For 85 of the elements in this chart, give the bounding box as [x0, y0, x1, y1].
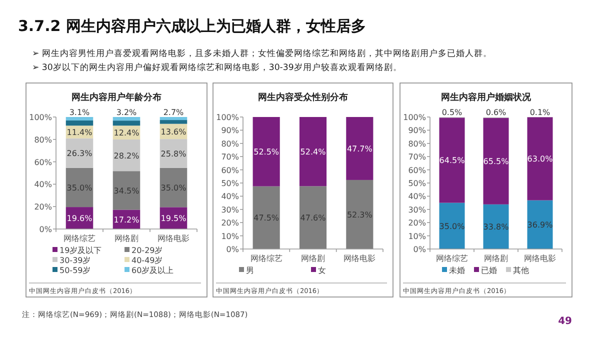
y-tick-label: 20% [408, 218, 426, 228]
y-tick-label: 10% [408, 232, 426, 241]
x-tick-label: 网络综艺 [250, 254, 282, 263]
data-label: 47.6% [300, 214, 326, 223]
legend-label: 40-49岁 [132, 256, 163, 265]
legend-label: 其他 [513, 266, 529, 275]
y-tick-label: 20% [34, 202, 52, 212]
y-tick-label: 70% [221, 152, 240, 162]
text: 3.7.2 网生内容用户六成以上为已婚人群，女性居多 [18, 17, 366, 35]
x-tick-label: 网络电影 [524, 254, 556, 263]
data-label: 13.6% [160, 127, 187, 136]
y-tick-label: 60% [34, 158, 52, 167]
y-tick-label: 40% [34, 180, 52, 190]
y-tick-label: 80% [34, 135, 52, 144]
y-tick-label: 100% [403, 113, 426, 122]
text: 49 [558, 316, 572, 327]
x-tick-label: 网络综艺 [64, 234, 96, 243]
y-tick-label: 0% [226, 245, 240, 254]
y-tick-label: 90% [221, 126, 240, 136]
x-tick-label: 网络综艺 [436, 254, 468, 263]
x-tick-label: 网络剧 [301, 254, 325, 263]
data-label: 35.0% [66, 183, 93, 192]
x-tick-label: 网络剧 [484, 254, 508, 263]
y-tick-label: 60% [221, 166, 240, 175]
data-label: 63.0% [527, 154, 554, 164]
data-label: 17.2% [114, 215, 140, 224]
y-tick-label: 50% [221, 179, 240, 188]
data-label: 35.0% [160, 184, 187, 193]
y-tick-label: 40% [408, 192, 426, 202]
data-label: 52.5% [254, 148, 280, 157]
data-label: 19.6% [66, 214, 93, 224]
data-label: 47.5% [254, 214, 280, 223]
y-tick-label: 40% [221, 192, 240, 202]
y-tick-label: 80% [408, 139, 426, 148]
y-tick-label: 30% [221, 205, 240, 214]
legend-label: 已婚 [481, 266, 497, 275]
data-label: 65.5% [483, 157, 510, 166]
data-label: 47.7% [346, 144, 373, 154]
data-label: 25.8% [160, 150, 187, 159]
data-label: 19.5% [160, 214, 187, 224]
legend-label: 女 [318, 266, 326, 275]
data-label: 64.5% [439, 156, 466, 166]
y-tick-label: 60% [408, 166, 426, 175]
y-tick-label: 30% [408, 205, 426, 214]
legend-label: 30-39岁 [60, 256, 91, 265]
data-label: 2.7% [163, 108, 184, 117]
legend-label: 50-59岁 [60, 266, 91, 275]
y-tick-label: 100% [29, 113, 52, 122]
data-label: 11.4% [66, 128, 93, 138]
y-tick-label: 10% [221, 232, 240, 241]
x-tick-label: 网络剧 [114, 234, 138, 243]
data-label: 3.1% [69, 108, 90, 117]
data-label: 0.5% [442, 108, 463, 117]
chart-title: 网生内容受众性别分布 [258, 92, 348, 103]
data-label: 0.1% [530, 108, 551, 117]
y-tick-label: 90% [408, 126, 426, 136]
data-label: 33.8% [483, 222, 510, 232]
data-label: 34.5% [114, 186, 140, 196]
chart-title: 网生内容用户婚姻状况 [441, 92, 532, 103]
data-label: 52.4% [300, 148, 326, 157]
chart-title: 网生内容用户年龄分布 [72, 92, 162, 103]
data-label: 3.2% [116, 108, 138, 117]
data-label: 52.3% [346, 210, 373, 220]
legend-label: 19岁及以下 [60, 246, 102, 255]
data-label: 28.2% [114, 151, 140, 160]
x-tick-label: 网络电影 [158, 234, 190, 243]
legend-label: 未婚 [449, 266, 465, 275]
text: ➢ 30岁以下的网生内容用户偏好观看网络综艺和网络电影，30-39岁用户较喜欢观看网络剧。 [32, 62, 402, 73]
y-tick-label: 100% [216, 113, 240, 122]
y-tick-label: 0% [413, 245, 426, 254]
text: ➢ 网生内容男性用户喜爱观看网络电影，且多未婚人群；女性偏爱网络综艺和网络剧，其中网络剧用户多已婚人群。 [32, 48, 492, 59]
data-label: 12.4% [114, 128, 140, 138]
x-tick-label: 网络电影 [344, 254, 376, 263]
y-tick-label: 80% [221, 139, 240, 148]
legend-label: 20-29岁 [132, 246, 163, 255]
legend-label: 男 [246, 266, 254, 275]
data-label: 0.6% [486, 108, 507, 118]
y-tick-label: 0% [39, 225, 52, 234]
legend-label: 60岁及以上 [132, 266, 174, 275]
data-label: 35.0% [439, 222, 466, 231]
data-label: 26.3% [66, 149, 93, 158]
y-tick-label: 70% [408, 152, 426, 162]
y-tick-label: 50% [408, 179, 426, 188]
data-label: 36.9% [527, 220, 554, 230]
y-tick-label: 20% [221, 218, 240, 228]
